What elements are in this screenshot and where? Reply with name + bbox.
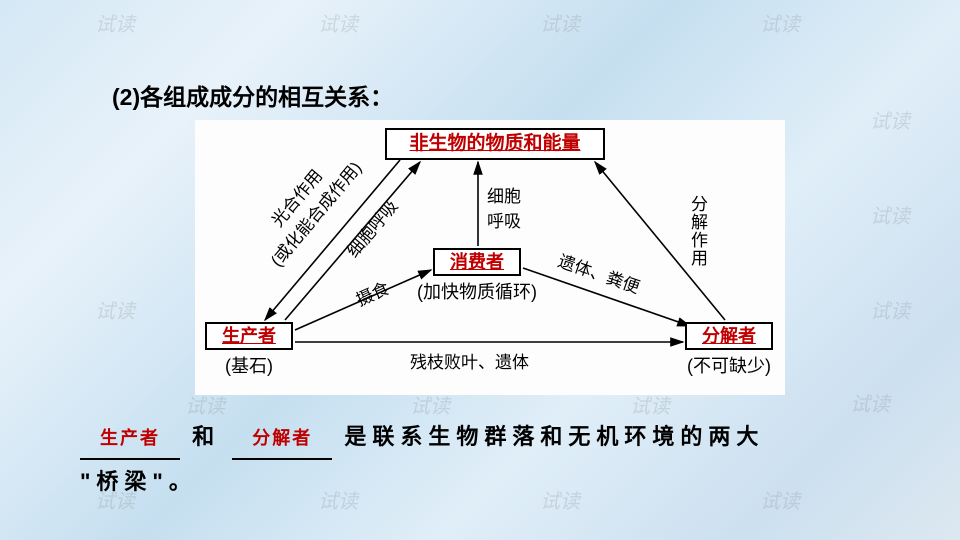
- watermark-text: 试读: [95, 8, 135, 37]
- blank-producer: 生产者: [80, 420, 180, 460]
- edge-label-consumer-abiotic: 细胞呼吸: [487, 182, 521, 232]
- node-producer-label: 生产者: [222, 326, 276, 346]
- watermark-text: 试读: [870, 105, 910, 134]
- node-abiotic: 非生物的物质和能量: [385, 128, 605, 160]
- node-producer-subtext: (基石): [205, 352, 293, 378]
- watermark-text: 试读: [318, 8, 358, 37]
- text-tail-2: "桥梁"。: [80, 469, 197, 494]
- node-consumer-label: 消费者: [450, 252, 504, 272]
- watermark-text: 试读: [870, 200, 910, 229]
- edge-label-producer-consumer: 摄食: [351, 274, 392, 311]
- node-decomposer: 分解者: [685, 322, 773, 350]
- watermark-text: 试读: [850, 388, 890, 417]
- node-producer: 生产者: [205, 322, 293, 350]
- node-consumer: 消费者: [433, 248, 521, 276]
- ecosystem-diagram: 非生物的物质和能量消费者(加快物质循环)生产者(基石)分解者(不可缺少) 光合作…: [195, 120, 785, 395]
- watermark-text: 试读: [540, 8, 580, 37]
- edge-label-decomposer-abiotic: 分解作用: [685, 195, 710, 267]
- edge-label-producer-decomposer: 残枝败叶、遗体: [410, 348, 529, 373]
- edge-label-consumer-decomposer: 遗体、粪便: [555, 247, 644, 298]
- watermark-text: 试读: [760, 8, 800, 37]
- watermark-text: 试读: [870, 295, 910, 324]
- node-abiotic-label: 非生物的物质和能量: [409, 133, 580, 154]
- summary-sentence: 生产者 和 分解者 是联系生物群落和无机环境的两大 "桥梁"。: [80, 415, 880, 504]
- watermark-text: 试读: [95, 295, 135, 324]
- node-decomposer-label: 分解者: [702, 326, 756, 346]
- section-heading: (2)各组成成分的相互关系：: [112, 78, 393, 112]
- edge-label-producer-abiotic: 细胞呼吸: [340, 193, 403, 261]
- blank-decomposer: 分解者: [232, 420, 332, 460]
- node-decomposer-subtext: (不可缺少): [685, 352, 773, 378]
- node-consumer-subtext: (加快物质循环): [403, 278, 551, 304]
- text-tail-1: 是联系生物群落和无机环境的两大: [344, 424, 764, 449]
- text-and: 和: [192, 424, 220, 449]
